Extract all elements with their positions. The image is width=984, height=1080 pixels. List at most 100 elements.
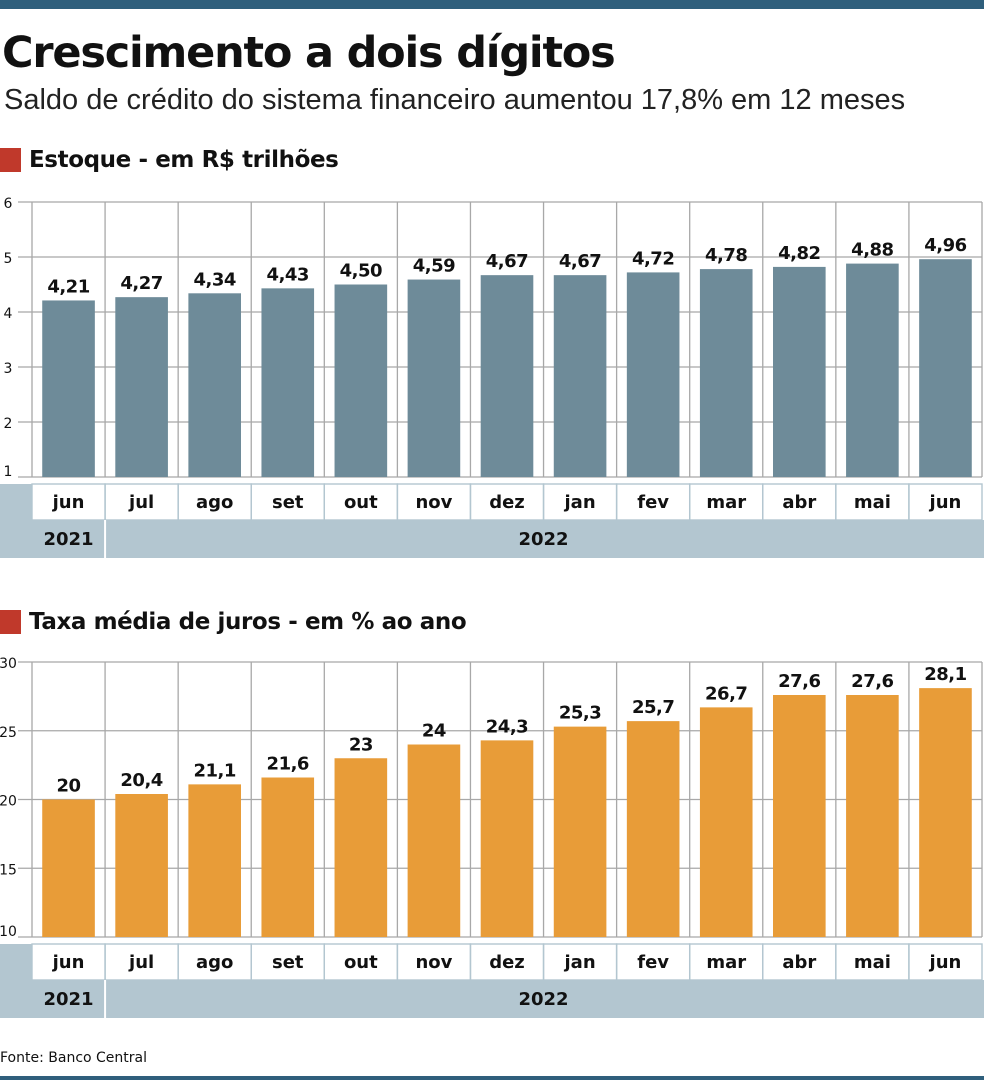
stock-x-tick-label: jan — [564, 492, 596, 513]
page-subtitle: Saldo de crédito do sistema financeiro a… — [4, 84, 906, 116]
rate-value-label: 27,6 — [778, 671, 820, 692]
stock-value-label: 4,88 — [851, 240, 893, 261]
rate-x-tick-label: jan — [564, 952, 596, 973]
stock-bar — [919, 259, 972, 477]
stock-bar — [188, 293, 241, 477]
stock-bar — [553, 275, 607, 477]
rate-bar — [480, 740, 534, 937]
rate-chart-title: Taxa média de juros - em % ao ano — [29, 609, 467, 635]
stock-x-tick-label: jun — [52, 492, 85, 513]
stock-y-tick-label: 5 — [4, 251, 13, 267]
rate-x-tick-label: abr — [782, 952, 816, 973]
top-rule — [0, 0, 984, 9]
rate-bar — [919, 688, 972, 937]
rate-x-tick-label: jun — [52, 952, 85, 973]
rate-value-label: 20 — [57, 776, 81, 797]
stock-value-label: 4,43 — [267, 264, 309, 285]
rate-chart: 10 15 20 25 30 20 20,4 21,1 21,6 23 24 24,3 25,3 25,7… — [0, 652, 984, 1022]
stock-y-tick-label: 6 — [4, 196, 13, 212]
stock-x-tick-label: set — [272, 492, 304, 513]
stock-value-label: 4,67 — [486, 251, 528, 272]
rate-value-label: 25,7 — [632, 697, 674, 718]
stock-value-label: 4,96 — [924, 235, 966, 256]
stock-bar — [846, 263, 899, 477]
stock-value-label: 4,21 — [47, 276, 89, 297]
stock-x-tick-label: mai — [854, 492, 891, 513]
stock-value-label: 4,50 — [340, 261, 382, 282]
rate-bar — [261, 777, 315, 937]
stock-y-tick-label: 4 — [4, 306, 13, 322]
stock-month-band — [0, 484, 984, 520]
rate-value-label: 21,6 — [267, 754, 309, 775]
stock-x-tick-label: nov — [415, 492, 452, 513]
rate-value-label: 24 — [422, 721, 446, 742]
stock-x-tick-label: out — [344, 492, 378, 513]
stock-value-label: 4,82 — [778, 243, 820, 264]
rate-x-tick-label: jul — [128, 952, 154, 973]
stock-y-tick-label: 3 — [4, 361, 13, 377]
rate-month-band-cap — [0, 944, 32, 980]
rate-x-tick-label: set — [272, 952, 304, 973]
rate-year-band — [0, 980, 984, 1018]
stock-y-tick-label: 1 — [4, 464, 13, 480]
rate-bar — [626, 721, 680, 937]
stock-value-label: 4,78 — [705, 245, 747, 266]
rate-bar — [188, 784, 241, 937]
rate-bar — [42, 799, 95, 937]
rate-value-label: 20,4 — [120, 770, 162, 791]
rate-y-tick-label: 10 — [0, 924, 17, 940]
rate-y-tick-label: 30 — [0, 656, 17, 672]
rate-value-label: 23 — [349, 734, 373, 755]
rate-y-tick-label: 25 — [0, 725, 17, 741]
rate-x-tick-label: jun — [929, 952, 962, 973]
stock-x-tick-label: jun — [929, 492, 962, 513]
section-marker — [0, 148, 21, 172]
rate-value-label: 21,1 — [193, 760, 235, 781]
rate-bar — [773, 695, 826, 937]
rate-year-label: 2022 — [518, 989, 568, 1010]
rate-x-tick-label: mar — [706, 952, 746, 973]
stock-bar — [699, 269, 753, 477]
rate-y-tick-label: 20 — [0, 794, 17, 810]
stock-x-tick-label: ago — [196, 492, 233, 513]
stock-x-tick-label: abr — [782, 492, 816, 513]
stock-value-label: 4,67 — [559, 251, 601, 272]
stock-chart-svg: 1 2 3 4 5 6 4,21 4,27 4,34 4,43 4,50 4,59 4,67 4,67 4,… — [0, 196, 984, 558]
stock-month-band-cap — [0, 484, 32, 520]
stock-value-label: 4,34 — [193, 269, 235, 290]
stock-year-label: 2022 — [518, 529, 568, 550]
page-title: Crescimento a dois dígitos — [2, 28, 616, 78]
stock-x-tick-label: dez — [489, 492, 525, 513]
stock-bar — [480, 275, 534, 477]
rate-x-tick-label: mai — [854, 952, 891, 973]
rate-bar — [846, 695, 899, 937]
stock-x-tick-label: jul — [128, 492, 154, 513]
stock-bar — [334, 284, 388, 477]
stock-bar — [42, 300, 95, 477]
stock-value-label: 4,72 — [632, 248, 674, 269]
stock-x-tick-label: fev — [637, 492, 669, 513]
stock-bar — [407, 279, 461, 477]
stock-value-label: 4,27 — [120, 273, 162, 294]
stock-bar — [261, 288, 315, 477]
stock-bar — [115, 297, 168, 477]
rate-value-label: 28,1 — [924, 664, 966, 685]
stock-value-label: 4,59 — [413, 256, 455, 277]
rate-bar — [553, 726, 607, 937]
rate-x-tick-label: nov — [415, 952, 452, 973]
rate-x-tick-label: out — [344, 952, 378, 973]
rate-x-tick-label: ago — [196, 952, 233, 973]
source-note: Fonte: Banco Central — [0, 1050, 148, 1066]
rate-value-label: 26,7 — [705, 683, 747, 704]
stock-year-label: 2021 — [43, 529, 93, 550]
stock-bar — [773, 266, 826, 477]
rate-year-label: 2021 — [43, 989, 93, 1010]
rate-bar — [699, 707, 753, 937]
section-marker — [0, 610, 21, 634]
stock-y-tick-label: 2 — [4, 416, 13, 432]
stock-chart: 1 2 3 4 5 6 4,21 4,27 4,34 4,43 4,50 4,59 4,67 4,67 4,… — [0, 192, 984, 562]
rate-x-tick-label: fev — [637, 952, 669, 973]
stock-chart-heading: Estoque - em R$ trilhões — [0, 147, 339, 173]
stock-year-band — [0, 520, 984, 558]
rate-bar — [115, 794, 168, 937]
